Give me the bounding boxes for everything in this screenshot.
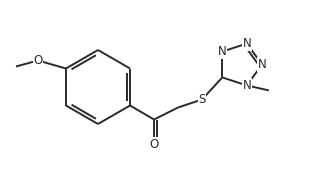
Text: N: N bbox=[243, 79, 251, 92]
Text: S: S bbox=[198, 93, 206, 106]
Text: O: O bbox=[33, 54, 42, 67]
Text: O: O bbox=[149, 138, 159, 151]
Text: N: N bbox=[243, 37, 251, 50]
Text: N: N bbox=[218, 45, 227, 58]
Text: N: N bbox=[258, 58, 266, 71]
